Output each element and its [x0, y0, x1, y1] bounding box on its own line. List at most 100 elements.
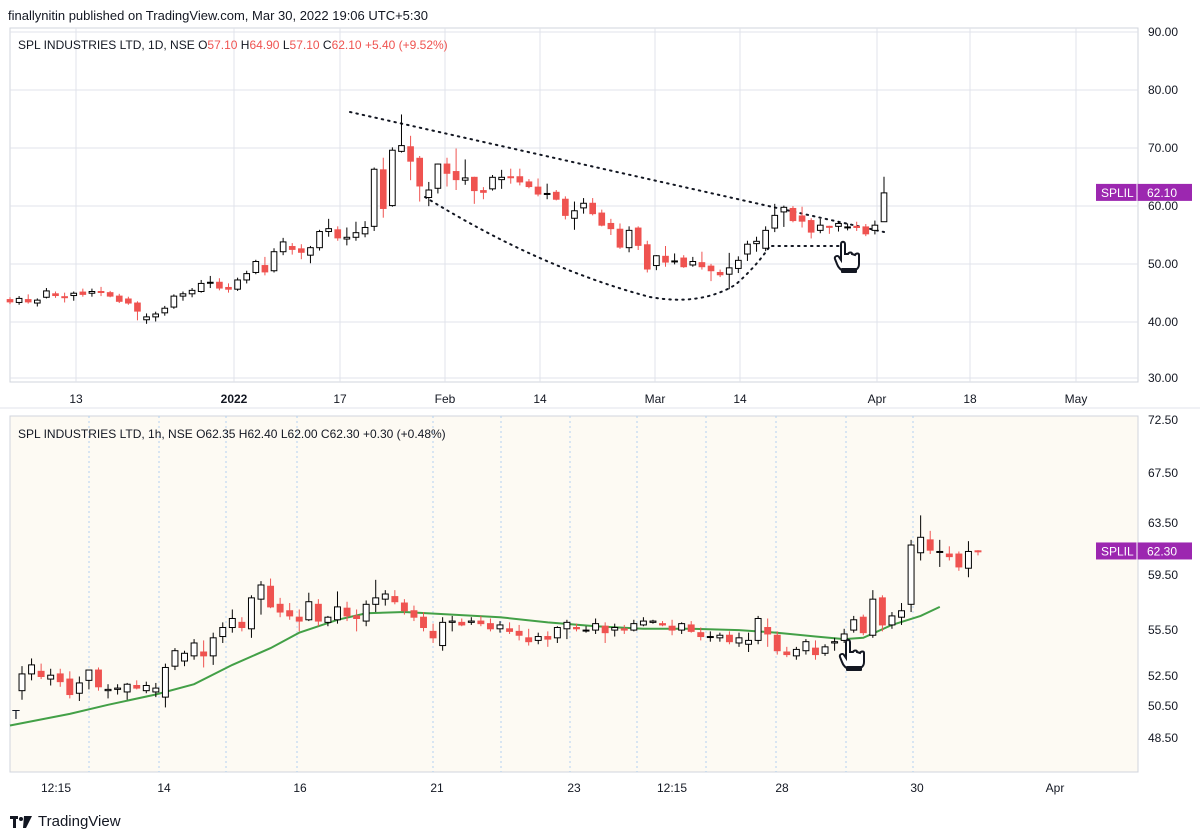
- daily-panel[interactable]: 90.00 80.00 70.00 60.00 50.00 40.00 30.00 13 20…: [6, 25, 1192, 406]
- candle[interactable]: [926, 530, 934, 555]
- candle[interactable]: [106, 290, 114, 298]
- candle[interactable]: [907, 539, 915, 613]
- candle[interactable]: [754, 615, 762, 645]
- candle[interactable]: [735, 632, 743, 647]
- candle[interactable]: [563, 619, 571, 640]
- candle[interactable]: [181, 650, 188, 667]
- candle[interactable]: [219, 622, 227, 643]
- candle[interactable]: [544, 631, 552, 647]
- candle[interactable]: [783, 646, 791, 658]
- candle[interactable]: [448, 615, 456, 632]
- candle[interactable]: [762, 226, 769, 252]
- candle[interactable]: [206, 275, 214, 289]
- candle[interactable]: [18, 666, 26, 700]
- candle[interactable]: [125, 296, 132, 305]
- candle[interactable]: [238, 617, 246, 632]
- candle[interactable]: [197, 279, 205, 293]
- candle[interactable]: [955, 551, 963, 571]
- candle[interactable]: [142, 681, 150, 694]
- candle[interactable]: [61, 292, 68, 303]
- candle[interactable]: [771, 203, 779, 233]
- candle[interactable]: [571, 201, 578, 230]
- candle[interactable]: [134, 301, 141, 321]
- candle[interactable]: [334, 226, 342, 241]
- candle[interactable]: [379, 157, 387, 218]
- candle[interactable]: [115, 293, 123, 304]
- daily-last-price-badge[interactable]: SPLIL 62.10: [1096, 183, 1192, 201]
- candle[interactable]: [24, 294, 32, 304]
- candle[interactable]: [458, 618, 466, 627]
- hourly-candles[interactable]: [18, 515, 982, 708]
- candle[interactable]: [582, 626, 590, 633]
- candle[interactable]: [225, 283, 232, 293]
- candle[interactable]: [611, 623, 619, 637]
- tradingview-brand[interactable]: TradingView: [10, 813, 121, 830]
- candle[interactable]: [507, 168, 515, 184]
- candle[interactable]: [553, 626, 561, 643]
- hourly-time-axis[interactable]: 12:15 14 16 21 23 12:15 28 30 Apr: [41, 781, 1064, 795]
- candle[interactable]: [434, 163, 442, 194]
- candle[interactable]: [216, 278, 223, 291]
- candle[interactable]: [744, 240, 751, 261]
- candle[interactable]: [878, 595, 886, 632]
- candle[interactable]: [276, 597, 284, 618]
- candle[interactable]: [716, 269, 724, 278]
- candle[interactable]: [844, 223, 851, 231]
- candle[interactable]: [425, 181, 433, 207]
- candle[interactable]: [66, 671, 74, 699]
- candle[interactable]: [735, 256, 742, 274]
- candle[interactable]: [343, 601, 351, 622]
- candle[interactable]: [639, 617, 647, 627]
- candle[interactable]: [607, 218, 615, 235]
- candle[interactable]: [789, 206, 797, 223]
- candle[interactable]: [634, 226, 642, 250]
- candle[interactable]: [389, 147, 396, 207]
- candle[interactable]: [28, 658, 36, 681]
- candle[interactable]: [143, 313, 150, 324]
- candle[interactable]: [97, 286, 105, 297]
- candle[interactable]: [170, 294, 178, 309]
- candle[interactable]: [15, 296, 23, 305]
- candle[interactable]: [964, 541, 972, 578]
- candle[interactable]: [706, 631, 714, 642]
- candle[interactable]: [697, 627, 705, 641]
- candle[interactable]: [179, 291, 187, 301]
- candle[interactable]: [324, 615, 332, 627]
- candle[interactable]: [316, 229, 323, 251]
- candle[interactable]: [835, 221, 842, 232]
- candle[interactable]: [643, 240, 651, 273]
- candle[interactable]: [361, 221, 369, 238]
- candle[interactable]: [687, 621, 695, 633]
- candle[interactable]: [620, 624, 628, 634]
- candle[interactable]: [862, 224, 870, 237]
- candle[interactable]: [698, 251, 706, 270]
- candle[interactable]: [247, 595, 255, 638]
- candle[interactable]: [680, 255, 688, 268]
- candle[interactable]: [243, 270, 251, 284]
- candle[interactable]: [753, 236, 760, 252]
- candle[interactable]: [391, 590, 399, 605]
- candle[interactable]: [200, 640, 208, 668]
- candle[interactable]: [410, 605, 418, 622]
- candle[interactable]: [725, 252, 733, 290]
- candle[interactable]: [477, 615, 485, 627]
- candle[interactable]: [171, 648, 179, 671]
- candle[interactable]: [534, 632, 542, 645]
- candle[interactable]: [945, 546, 953, 561]
- candle[interactable]: [880, 176, 888, 223]
- candle[interactable]: [114, 684, 122, 695]
- candle[interactable]: [816, 218, 824, 234]
- candle[interactable]: [653, 255, 660, 271]
- candle[interactable]: [190, 639, 198, 660]
- candle[interactable]: [598, 209, 606, 227]
- candle[interactable]: [452, 148, 460, 191]
- candle[interactable]: [773, 631, 781, 655]
- candle[interactable]: [123, 682, 131, 700]
- candle[interactable]: [659, 621, 666, 627]
- candle[interactable]: [917, 515, 925, 561]
- candle[interactable]: [716, 632, 724, 642]
- candle[interactable]: [261, 256, 269, 276]
- candle[interactable]: [489, 175, 496, 191]
- candle[interactable]: [678, 622, 686, 634]
- candle[interactable]: [850, 615, 858, 633]
